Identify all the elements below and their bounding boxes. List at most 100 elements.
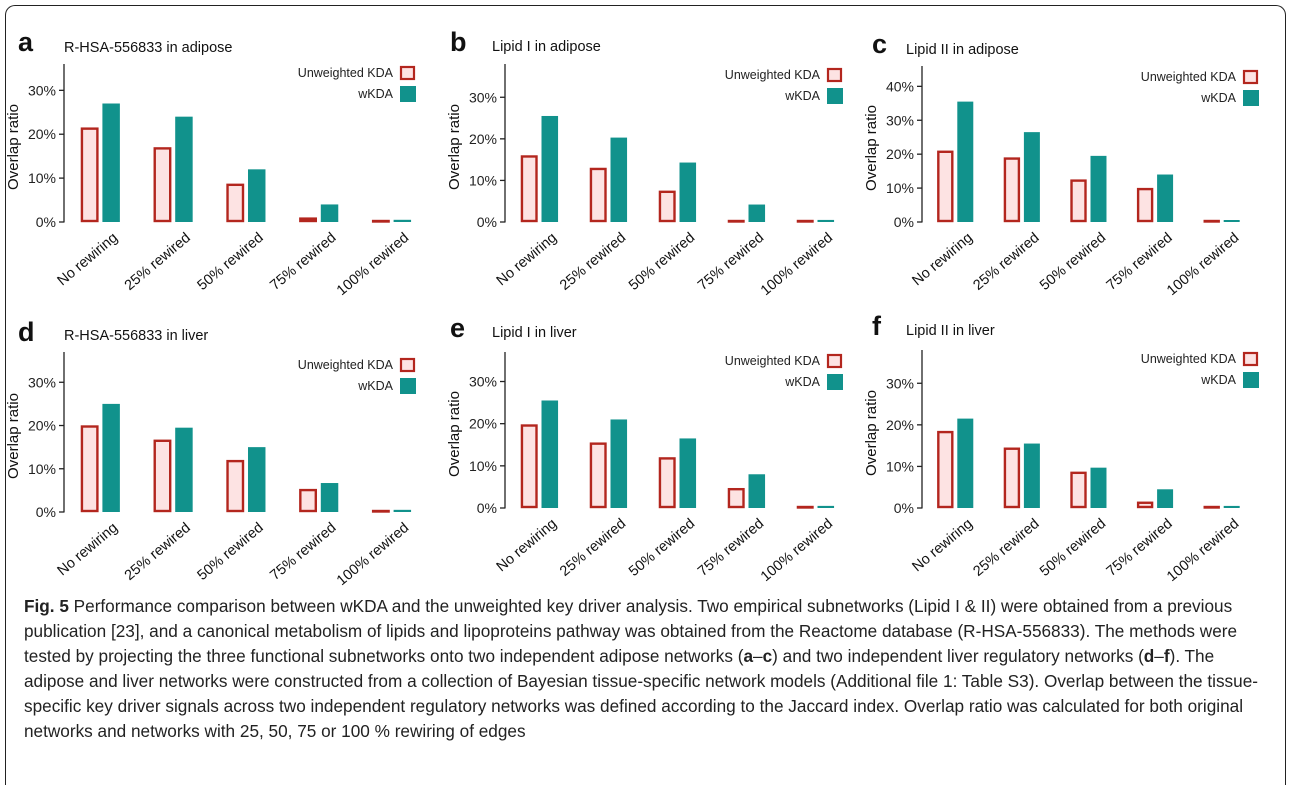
panel-b-bar-wkda [748, 204, 766, 222]
panel-e-x-tick-label: No rewiring [494, 516, 560, 575]
panel-b-bar-unweighted [520, 155, 538, 223]
panel-d-title: R-HSA-556833 in liver [64, 328, 208, 344]
panel-b-bar-unweighted [658, 190, 676, 223]
panel-b-y-tick-label: 30% [469, 89, 497, 105]
panel-c-bar-unweighted [937, 150, 954, 223]
panel-d-x-tick-label: No rewiring [55, 520, 121, 579]
panel-f-y-tick-label: 30% [886, 375, 914, 391]
panel-b-legend-label-unweighted: Unweighted KDA [725, 68, 821, 82]
panel-e-bar-unweighted [658, 457, 676, 509]
caption-ref-2-sep: – [1154, 646, 1164, 666]
caption-text-1: Performance comparison between wKDA and … [24, 596, 1238, 666]
panel-b-bar-wkda [610, 137, 628, 222]
panel-b-bar-unweighted [727, 219, 745, 223]
panel-f-x-tick-label: 25% rewired [970, 516, 1042, 580]
caption-text-2: ) and two independent liver regulatory n… [772, 646, 1144, 666]
panel-a-bar-unweighted [371, 219, 390, 223]
panel-e-x-tick-label: 50% rewired [626, 516, 698, 580]
panel-d-bar-unweighted [80, 425, 99, 513]
panel-f-legend-label-wkda: wKDA [1200, 373, 1236, 387]
panel-a-y-tick-label: 10% [28, 170, 56, 186]
panel-f-bar-unweighted [1203, 505, 1220, 509]
panel-c-x-tick-label: 75% rewired [1104, 230, 1176, 294]
panel-a-y-tick-label: 30% [28, 82, 56, 98]
panel-e-x-tick-label: 25% rewired [557, 516, 629, 580]
panel-b-bar-wkda [541, 115, 559, 222]
panel-e-bar-unweighted [796, 505, 814, 509]
panel-a-x-tick-label: 50% rewired [195, 230, 267, 294]
caption-ref-2b: f [1163, 646, 1170, 666]
panel-b-bar-wkda [817, 219, 835, 222]
panel-f-bar-wkda [1157, 489, 1174, 508]
panel-b-x-tick-label: 50% rewired [626, 230, 698, 294]
panel-c-legend-swatch-wkda [1243, 90, 1259, 106]
panel-c-bar-wkda [957, 101, 974, 222]
panel-e-y-tick-label: 0% [477, 500, 497, 516]
panel-d-legend-swatch-unweighted [399, 357, 416, 373]
panel-c-legend-label-wkda: wKDA [1200, 91, 1236, 105]
panel-b-y-tick-label: 10% [469, 172, 497, 188]
caption-ref-1b: c [762, 646, 773, 666]
panel-a-bar-wkda [393, 219, 412, 222]
panel-e-title: Lipid I in liver [492, 325, 577, 341]
panel-c-x-tick-label: 100% rewired [1164, 230, 1242, 299]
panel-d-y-label: Overlap ratio [5, 393, 22, 479]
panel-e-bar-unweighted [727, 487, 745, 509]
panel-c-y-tick-label: 0% [894, 214, 914, 230]
panel-c-y-tick-label: 40% [886, 78, 914, 94]
panel-d-x-tick-label: 100% rewired [334, 520, 412, 589]
panel-f-x-tick-label: 50% rewired [1037, 516, 1109, 580]
panel-e-bar-unweighted [589, 442, 607, 509]
panel-b-x-tick-label: 75% rewired [695, 230, 767, 294]
panel-f-y-tick-label: 0% [894, 500, 914, 516]
panel-c-bar-unweighted [1203, 219, 1220, 223]
panel-f-title: Lipid II in liver [906, 323, 995, 339]
panel-f-bar-unweighted [937, 430, 954, 509]
panel-a-bar-unweighted [80, 127, 99, 223]
panel-f-x-tick-label: 100% rewired [1164, 516, 1242, 585]
panel-c-y-label: Overlap ratio [863, 105, 880, 191]
panel-f-legend-label-unweighted: Unweighted KDA [1141, 352, 1237, 366]
caption-label: Fig. 5 [24, 596, 69, 616]
panel-a-legend-swatch-unweighted [399, 65, 416, 81]
panel-f-bar-wkda [1223, 505, 1240, 508]
panel-a-x-tick-label: 25% rewired [122, 230, 194, 294]
panel-d-legend-label-unweighted: Unweighted KDA [298, 358, 394, 372]
panel-d-bar-wkda [175, 427, 193, 512]
panel-f-bar-unweighted [1136, 501, 1154, 509]
panel-b-bar-unweighted [796, 219, 814, 223]
panel-c-title: Lipid II in adipose [906, 42, 1019, 58]
panel-e-x-tick-label: 100% rewired [758, 516, 836, 585]
panel-e-y-tick-label: 30% [469, 374, 497, 390]
panel-b-legend-label-wkda: wKDA [784, 89, 820, 103]
panel-e-legend-label-wkda: wKDA [784, 375, 820, 389]
panel-f-letter: f [872, 311, 882, 341]
panel-a-legend-label-unweighted: Unweighted KDA [298, 66, 394, 80]
panel-b-y-tick-label: 0% [477, 214, 497, 230]
panel-d-bar-wkda [248, 447, 266, 512]
panel-b-x-tick-label: 100% rewired [758, 230, 836, 299]
panel-a-x-tick-label: 100% rewired [334, 230, 412, 299]
panel-f-legend-swatch-wkda [1243, 372, 1259, 388]
panel-f-x-tick-label: 75% rewired [1104, 516, 1176, 580]
panel-d-bar-wkda [102, 403, 120, 512]
panel-f-bar-unweighted [1003, 447, 1021, 509]
panel-e-x-tick-label: 75% rewired [695, 516, 767, 580]
panel-a-y-tick-label: 0% [36, 214, 56, 230]
panel-d-x-tick-label: 75% rewired [267, 520, 339, 584]
panel-d-letter: d [18, 317, 35, 347]
panel-e-bar-unweighted [520, 424, 538, 509]
panel-c-legend-label-unweighted: Unweighted KDA [1141, 70, 1237, 84]
panel-a-y-label: Overlap ratio [5, 104, 22, 190]
panel-e-bar-wkda [541, 400, 559, 508]
panel-c-bar-wkda [1223, 220, 1240, 222]
panel-f-bar-unweighted [1070, 471, 1087, 509]
panel-e-legend-swatch-unweighted [826, 353, 843, 369]
panel-d-x-tick-label: 25% rewired [122, 520, 194, 584]
panel-c-bar-unweighted [1003, 157, 1021, 223]
panel-b-bar-unweighted [589, 167, 607, 223]
panel-b-legend-swatch-unweighted [826, 67, 843, 83]
panel-d-bar-unweighted [371, 509, 390, 513]
panel-c-x-tick-label: 50% rewired [1037, 230, 1109, 294]
panel-a-legend-label-wkda: wKDA [357, 87, 393, 101]
